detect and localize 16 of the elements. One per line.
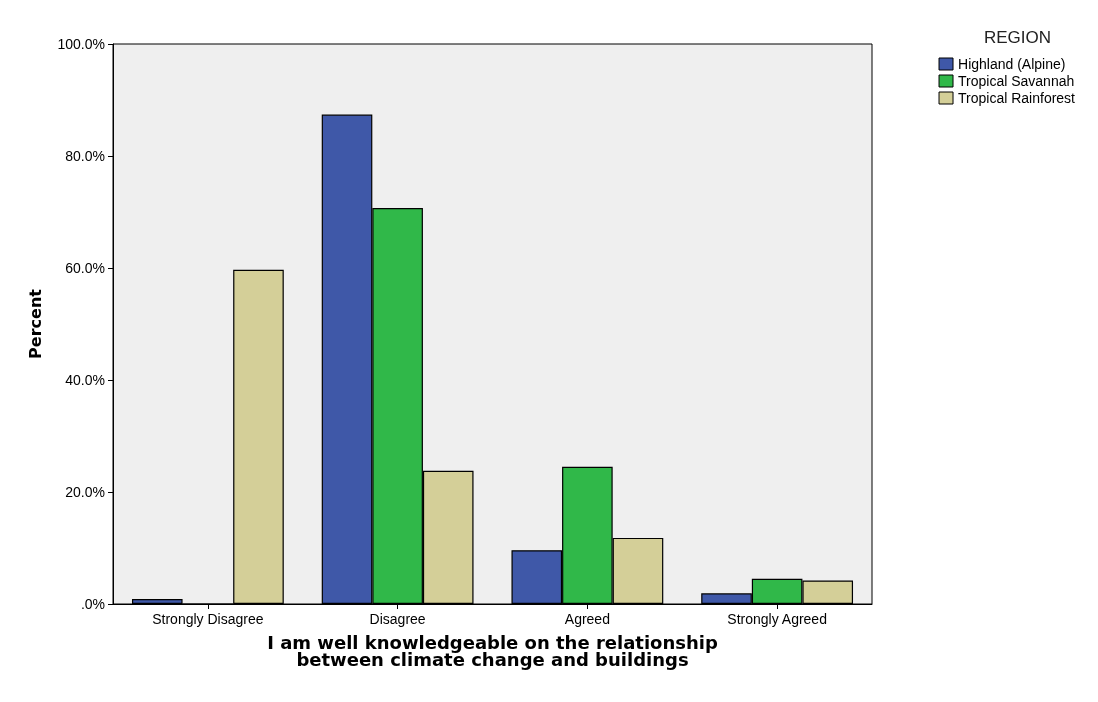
x-tick-label: Strongly Disagree — [152, 611, 264, 627]
x-tick-label: Agreed — [564, 611, 610, 627]
y-tick-label: 20.0% — [65, 484, 105, 500]
x-axis-title: I am well knowledgeable on the relationship between climate change and buildings — [267, 632, 718, 670]
legend-label: Tropical Rainforest — [958, 90, 1076, 106]
y-tick-label: 80.0% — [65, 148, 105, 164]
legend-label: Tropical Savannah — [958, 73, 1075, 89]
y-tick-label: 100.0% — [57, 36, 105, 52]
x-tick-label: Disagree — [369, 611, 426, 627]
y-tick-label: 60.0% — [65, 260, 105, 276]
y-tick-label: 40.0% — [65, 372, 105, 388]
x-tick-label: Strongly Agreed — [727, 611, 827, 627]
legend-title: REGION — [983, 28, 1051, 47]
y-axis-title: Percent — [25, 288, 45, 359]
y-tick-label: .0% — [80, 596, 105, 612]
legend-label: Highland (Alpine) — [958, 56, 1066, 72]
